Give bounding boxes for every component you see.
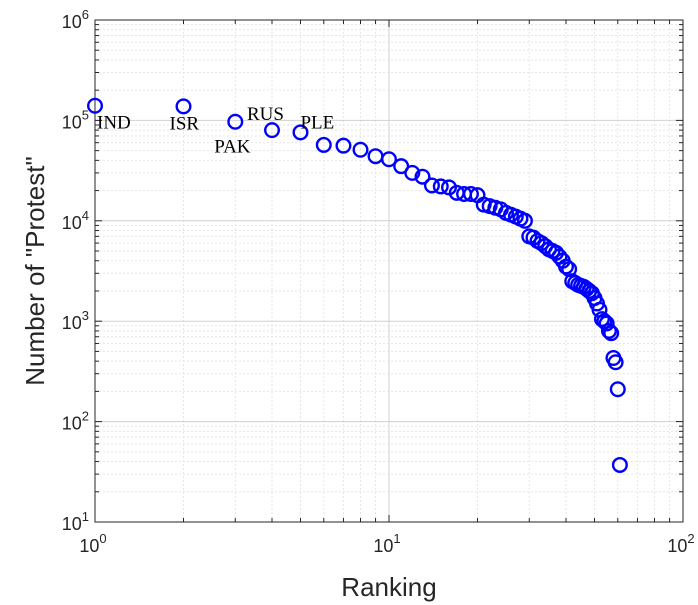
x-tick-label: 102 bbox=[667, 531, 694, 556]
data-point bbox=[516, 212, 533, 229]
annotation-ind: IND bbox=[97, 113, 131, 134]
data-point bbox=[611, 456, 628, 473]
data-point bbox=[264, 122, 281, 139]
data-point bbox=[423, 177, 440, 194]
data-point bbox=[352, 141, 369, 158]
y-tick-label: 106 bbox=[62, 7, 89, 32]
annotation-ple: PLE bbox=[300, 112, 334, 133]
data-point bbox=[414, 168, 431, 185]
y-tick-label: 101 bbox=[62, 509, 89, 534]
y-tick-label: 105 bbox=[62, 107, 89, 132]
data-point bbox=[596, 313, 613, 330]
data-point bbox=[600, 322, 617, 339]
grid bbox=[95, 20, 683, 522]
x-axis-title: Ranking bbox=[341, 572, 436, 602]
data-point bbox=[432, 178, 449, 195]
y-tick-label: 104 bbox=[62, 208, 89, 233]
x-tick-label: 100 bbox=[79, 531, 106, 556]
data-point bbox=[404, 164, 421, 181]
data-point bbox=[292, 124, 309, 141]
data-point bbox=[175, 98, 192, 115]
data-point bbox=[86, 97, 103, 114]
y-tick-label: 103 bbox=[62, 308, 89, 333]
data-point bbox=[607, 354, 624, 371]
data-point bbox=[609, 381, 626, 398]
x-tick-label: 101 bbox=[373, 531, 400, 556]
x-tick-labels: 100 101 102 bbox=[79, 531, 694, 556]
annotation-pak: PAK bbox=[214, 137, 251, 158]
axis-ticks bbox=[94, 20, 683, 523]
data-point bbox=[315, 136, 332, 153]
data-point bbox=[593, 311, 610, 328]
data-point bbox=[335, 137, 352, 154]
data-point bbox=[462, 185, 479, 202]
data-point bbox=[525, 229, 542, 246]
data-points bbox=[86, 97, 628, 473]
y-tick-label: 102 bbox=[62, 409, 89, 434]
data-point bbox=[598, 315, 615, 332]
data-point bbox=[558, 258, 575, 275]
y-tick-labels: 101 102 103 104 105 106 bbox=[62, 7, 89, 534]
annotation-rus: RUS bbox=[247, 104, 284, 125]
data-point bbox=[227, 113, 244, 130]
data-point bbox=[381, 151, 398, 168]
annotation-isr: ISR bbox=[170, 113, 200, 134]
y-axis-title: Number of "Protest" bbox=[20, 156, 50, 385]
data-point bbox=[603, 325, 620, 342]
country-annotations: IND ISR PAK RUS PLE bbox=[97, 104, 334, 158]
